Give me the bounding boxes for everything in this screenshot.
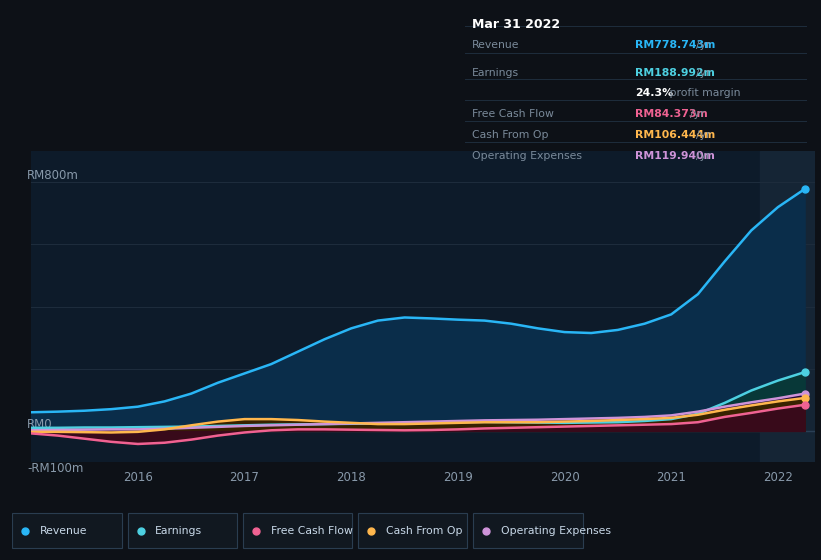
Text: RM84.373m: RM84.373m bbox=[635, 109, 709, 119]
Text: /yr: /yr bbox=[695, 130, 710, 140]
Text: 2018: 2018 bbox=[337, 471, 366, 484]
Text: /yr: /yr bbox=[695, 40, 710, 50]
FancyBboxPatch shape bbox=[127, 514, 237, 548]
Text: /yr: /yr bbox=[695, 151, 710, 161]
FancyBboxPatch shape bbox=[358, 514, 467, 548]
Text: RM188.992m: RM188.992m bbox=[635, 68, 715, 78]
Text: Earnings: Earnings bbox=[472, 68, 520, 78]
FancyBboxPatch shape bbox=[243, 514, 352, 548]
Text: /yr: /yr bbox=[695, 68, 710, 78]
Text: 2017: 2017 bbox=[230, 471, 259, 484]
Text: Cash From Op: Cash From Op bbox=[472, 130, 548, 140]
FancyBboxPatch shape bbox=[474, 514, 583, 548]
Text: RM778.743m: RM778.743m bbox=[635, 40, 716, 50]
Text: Cash From Op: Cash From Op bbox=[386, 526, 462, 535]
Text: 2016: 2016 bbox=[123, 471, 153, 484]
Text: 2022: 2022 bbox=[763, 471, 793, 484]
Text: Earnings: Earnings bbox=[155, 526, 203, 535]
Text: Operating Expenses: Operating Expenses bbox=[472, 151, 582, 161]
Text: profit margin: profit margin bbox=[667, 88, 741, 98]
Text: Mar 31 2022: Mar 31 2022 bbox=[472, 18, 561, 31]
Text: Operating Expenses: Operating Expenses bbox=[501, 526, 611, 535]
Text: 2020: 2020 bbox=[550, 471, 580, 484]
Text: RM800m: RM800m bbox=[27, 169, 79, 183]
FancyBboxPatch shape bbox=[12, 514, 122, 548]
Bar bbox=[759, 151, 815, 462]
Text: Revenue: Revenue bbox=[40, 526, 88, 535]
Text: Revenue: Revenue bbox=[472, 40, 520, 50]
Text: RM0: RM0 bbox=[27, 418, 53, 431]
Text: RM106.444m: RM106.444m bbox=[635, 130, 716, 140]
Text: 2019: 2019 bbox=[443, 471, 473, 484]
Text: 24.3%: 24.3% bbox=[635, 88, 673, 98]
Text: Free Cash Flow: Free Cash Flow bbox=[271, 526, 352, 535]
Text: /yr: /yr bbox=[690, 109, 704, 119]
Text: Free Cash Flow: Free Cash Flow bbox=[472, 109, 554, 119]
Text: 2021: 2021 bbox=[656, 471, 686, 484]
Text: RM119.940m: RM119.940m bbox=[635, 151, 715, 161]
Text: -RM100m: -RM100m bbox=[27, 462, 84, 475]
